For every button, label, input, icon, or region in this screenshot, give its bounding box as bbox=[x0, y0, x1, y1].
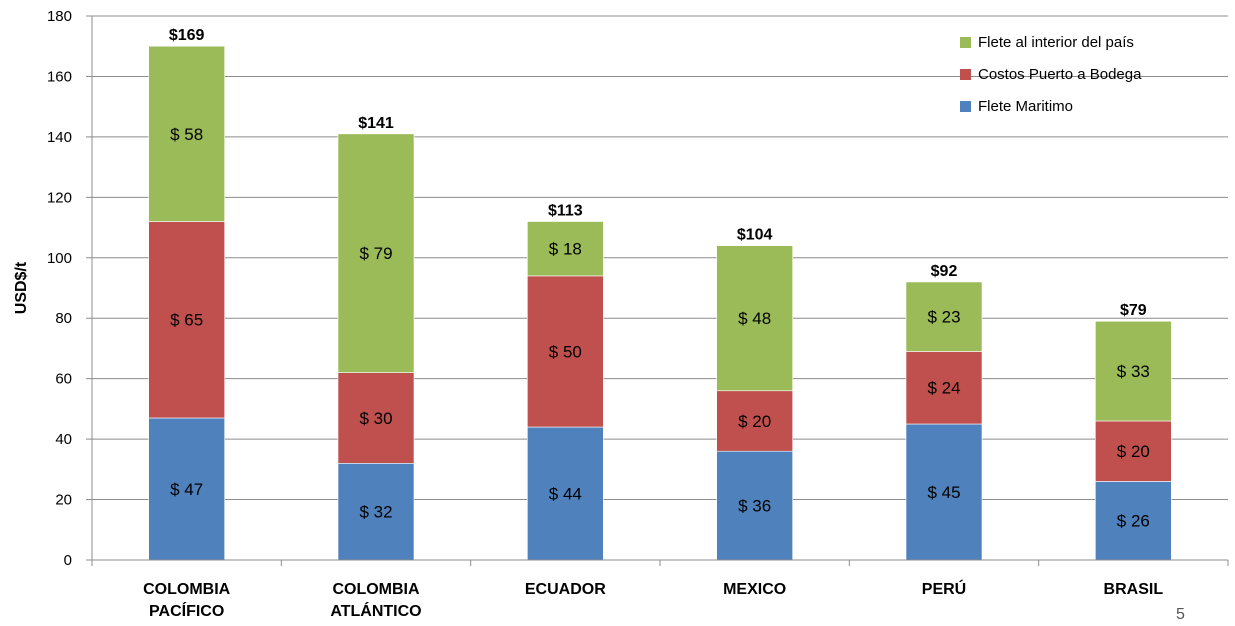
bar-value-label: $ 79 bbox=[359, 244, 392, 263]
x-category-label: COLOMBIA ATLÁNTICO bbox=[330, 581, 421, 620]
y-axis-label: USD$/t bbox=[13, 261, 30, 314]
legend-label: Flete al interior del país bbox=[978, 34, 1134, 51]
y-tick-label: 120 bbox=[47, 189, 72, 206]
bar-value-label: $ 58 bbox=[170, 125, 203, 144]
legend-label: Flete Maritimo bbox=[978, 98, 1073, 115]
bar-value-label: $ 20 bbox=[1117, 442, 1150, 461]
bar-value-label: $ 33 bbox=[1117, 362, 1150, 381]
bar-value-label: $ 48 bbox=[738, 309, 771, 328]
bar-value-label: $ 45 bbox=[927, 483, 960, 502]
bar-segment bbox=[337, 133, 415, 373]
bar-segment bbox=[527, 426, 604, 561]
bar-value-label: $ 50 bbox=[549, 342, 582, 361]
bar-segment bbox=[716, 245, 793, 392]
bar-segment bbox=[527, 221, 604, 277]
bar-total-label: $79 bbox=[1120, 302, 1147, 319]
bar-value-label: $ 36 bbox=[738, 497, 771, 516]
bar-segment bbox=[905, 423, 983, 561]
bar-value-label: $ 32 bbox=[359, 503, 392, 522]
y-tick-label: 140 bbox=[47, 129, 72, 146]
x-category-label: MEXICO bbox=[723, 581, 786, 598]
axes bbox=[91, 16, 1229, 566]
y-tick-label: 20 bbox=[55, 492, 72, 509]
bar-value-label: $ 47 bbox=[170, 480, 203, 499]
legend-swatch bbox=[960, 101, 971, 112]
y-tick-label: 80 bbox=[55, 310, 72, 327]
bar-total-label: $113 bbox=[548, 203, 583, 220]
bar-segment bbox=[527, 275, 604, 428]
y-axis-ticks: 0 20 40 60 80 100 120 140 160 180 bbox=[47, 8, 92, 569]
bar-value-label: $ 30 bbox=[359, 409, 392, 428]
bar-total-label: $141 bbox=[358, 115, 394, 132]
legend: Flete al interior del país Costos Puerto … bbox=[960, 34, 1142, 115]
bar-segment bbox=[1095, 420, 1172, 482]
bar-value-label: $ 44 bbox=[549, 485, 582, 504]
bar-value-label: $ 26 bbox=[1117, 512, 1150, 531]
legend-label: Costos Puerto a Bodega bbox=[978, 66, 1142, 83]
y-tick-label: 0 bbox=[64, 552, 72, 569]
x-category-label: ECUADOR bbox=[525, 581, 606, 598]
bar-segment bbox=[337, 462, 415, 561]
x-category-label: COLOMBIA PACÍFICO bbox=[143, 581, 231, 620]
bar-total-label: $104 bbox=[737, 227, 773, 244]
bar-segment bbox=[716, 450, 793, 561]
x-category-label: PERÚ bbox=[922, 579, 966, 598]
y-tick-label: 40 bbox=[55, 431, 72, 448]
y-tick-label: 180 bbox=[47, 8, 72, 25]
bar-segment bbox=[1095, 481, 1172, 561]
page-number: 5 bbox=[1176, 606, 1185, 623]
bar-total-label: $169 bbox=[169, 27, 205, 44]
bar-segment bbox=[716, 390, 793, 452]
bar-total-label: $92 bbox=[931, 263, 958, 280]
y-tick-label: 60 bbox=[55, 371, 72, 388]
bar-segment bbox=[905, 281, 983, 352]
y-tick-label: 160 bbox=[47, 68, 72, 85]
bar-segment bbox=[1095, 320, 1172, 422]
bar-value-label: $ 23 bbox=[927, 308, 960, 327]
bar-segment bbox=[905, 351, 983, 425]
legend-swatch bbox=[960, 69, 971, 80]
bars: $ 47 $ 65 $ 58 $169 $ 32 $ 30 $ 79 $141 $ 44 $ 50… bbox=[148, 27, 1172, 561]
legend-swatch bbox=[960, 37, 971, 48]
x-category-label: BRASIL bbox=[1104, 581, 1164, 598]
bar-value-label: $ 20 bbox=[738, 412, 771, 431]
gridlines bbox=[92, 15, 1228, 501]
bar-segment bbox=[337, 372, 415, 464]
bar-value-label: $ 24 bbox=[927, 379, 960, 398]
y-tick-label: 100 bbox=[47, 250, 72, 267]
bar-segment bbox=[148, 45, 225, 222]
bar-value-label: $ 18 bbox=[549, 240, 582, 259]
x-axis-categories: COLOMBIA PACÍFICO COLOMBIA ATLÁNTICO ECUADOR… bbox=[143, 579, 1163, 620]
bar-value-label: $ 65 bbox=[170, 311, 203, 330]
